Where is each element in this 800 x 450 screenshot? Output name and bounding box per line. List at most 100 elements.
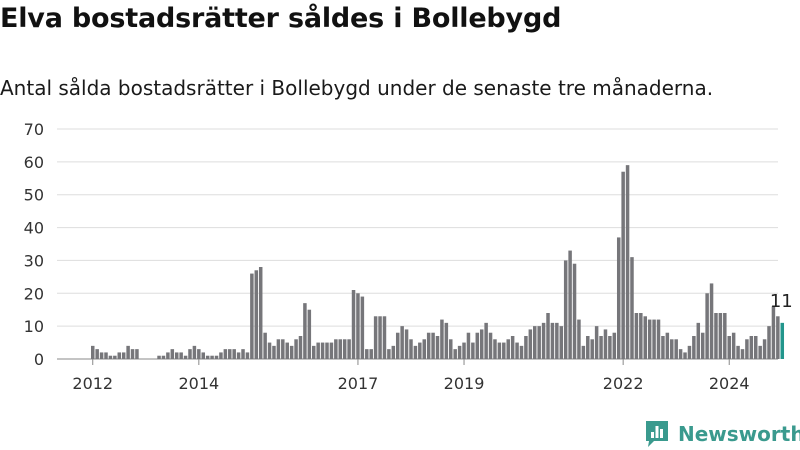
- y-axis-tick-labels: 0 10 20 30 40 50 60 70: [24, 120, 44, 369]
- bar: [586, 336, 590, 359]
- bar: [767, 326, 771, 359]
- bar: [236, 352, 241, 359]
- bar: [245, 352, 250, 359]
- bar: [692, 336, 696, 359]
- bar: [365, 349, 369, 359]
- bar: [656, 319, 661, 359]
- bar: [409, 339, 413, 359]
- bar: [250, 273, 254, 359]
- bar: [179, 352, 183, 359]
- bar: [471, 342, 475, 359]
- bar: [762, 339, 767, 359]
- bar: [395, 332, 400, 359]
- bar: [205, 355, 210, 359]
- bar: [475, 332, 480, 359]
- bar: [391, 345, 396, 359]
- bar: [378, 316, 382, 359]
- bar: [413, 345, 418, 359]
- y-tick-label: 20: [24, 284, 44, 303]
- bar: [320, 342, 325, 359]
- bar: [466, 332, 471, 359]
- x-axis-tick-labels: 2012 2014 2017 2019 2022 2024: [72, 359, 750, 393]
- bar: [267, 342, 272, 359]
- bar: [289, 345, 294, 359]
- bar: [276, 339, 281, 359]
- bar: [731, 332, 736, 359]
- bar: [351, 290, 356, 359]
- bar: [263, 332, 267, 359]
- latest-value-label: 11: [770, 291, 793, 312]
- bar: [457, 345, 462, 359]
- bar: [776, 316, 780, 359]
- bar: [502, 342, 506, 359]
- bar: [219, 352, 223, 359]
- bar: [612, 332, 617, 359]
- bar: [528, 329, 533, 359]
- bar: [665, 332, 670, 359]
- y-tick-label: 30: [24, 251, 44, 270]
- bar: [758, 345, 762, 359]
- bar: [444, 322, 449, 359]
- bar: [272, 345, 276, 359]
- bar: [524, 336, 528, 359]
- y-tick-label: 0: [34, 350, 44, 369]
- bar: [647, 319, 652, 359]
- x-tick-label: 2012: [72, 374, 113, 393]
- bar: [422, 339, 426, 359]
- bar: [599, 336, 603, 359]
- y-tick-label: 70: [24, 120, 44, 139]
- bar: [537, 326, 541, 359]
- bar: [298, 336, 303, 359]
- bar: [510, 336, 515, 359]
- gridlines: [57, 128, 778, 360]
- bar: [228, 349, 232, 359]
- bar: [541, 322, 546, 359]
- newsworthy-logo: Newsworthy: [644, 420, 800, 448]
- bar: [603, 329, 608, 359]
- bar: [740, 349, 745, 359]
- bar: [506, 339, 510, 359]
- bar: [95, 349, 99, 359]
- x-tick-label: 2022: [603, 374, 644, 393]
- bar: [382, 316, 387, 359]
- bar: [683, 352, 687, 359]
- bar: [157, 355, 161, 359]
- bar: [316, 342, 320, 359]
- bar: [670, 339, 674, 359]
- bar: [616, 237, 621, 359]
- bar: [360, 296, 365, 359]
- bar: [625, 165, 630, 359]
- bar: [312, 345, 316, 359]
- bar: [334, 339, 338, 359]
- x-tick-label: 2014: [178, 374, 219, 393]
- bar: [639, 313, 643, 359]
- bar: [563, 260, 568, 359]
- bar: [197, 349, 201, 359]
- bar: [634, 313, 639, 359]
- bar: [727, 336, 731, 359]
- bar: [188, 349, 192, 359]
- bars: [91, 165, 785, 359]
- bar: [696, 322, 701, 359]
- bar: [347, 339, 351, 359]
- y-tick-label: 40: [24, 219, 44, 238]
- bar: [700, 332, 705, 359]
- bar: [453, 349, 457, 359]
- bar: [678, 349, 683, 359]
- bar: [705, 293, 709, 359]
- bar: [241, 349, 245, 359]
- bar-latest: [780, 322, 785, 359]
- bar: [258, 267, 263, 359]
- bar: [714, 313, 718, 359]
- newsworthy-icon: [646, 421, 668, 447]
- bar: [533, 326, 537, 359]
- bar: [449, 339, 453, 359]
- bar: [754, 336, 758, 359]
- bar: [435, 336, 440, 359]
- bar: [329, 342, 334, 359]
- bar: [572, 263, 577, 359]
- bar: [130, 349, 135, 359]
- bar: [117, 352, 122, 359]
- bar: [550, 322, 555, 359]
- bar: [281, 339, 285, 359]
